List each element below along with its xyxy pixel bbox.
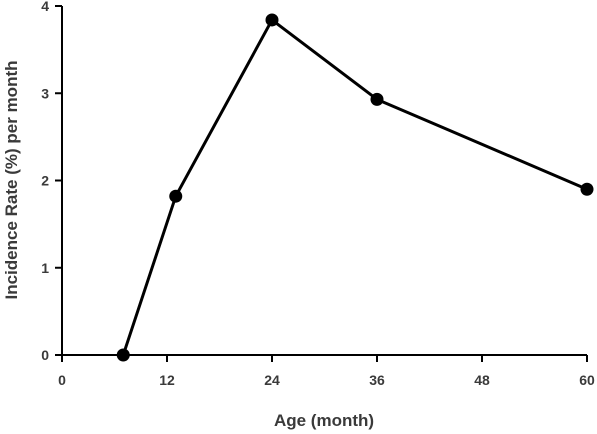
data-point (580, 182, 594, 196)
x-tick-label: 48 (474, 372, 490, 388)
data-point (370, 92, 384, 106)
y-tick-label: 2 (41, 173, 49, 189)
y-tick-label: 3 (41, 85, 49, 101)
x-tick-label: 0 (58, 372, 66, 388)
x-tick-label: 24 (264, 372, 280, 388)
x-tick-label: 60 (579, 372, 595, 388)
y-axis-title: Incidence Rate (%) per month (2, 61, 21, 300)
x-axis-title: Age (month) (274, 411, 374, 430)
x-tick-label: 12 (159, 372, 175, 388)
y-axis-ticks: 0 1 2 3 4 (41, 0, 62, 363)
data-point (265, 13, 279, 27)
x-axis: 0 12 24 36 48 60 (58, 354, 595, 388)
x-tick-label: 36 (369, 372, 385, 388)
y-tick-label: 1 (41, 260, 49, 276)
data-series (116, 13, 594, 362)
data-point (169, 189, 183, 203)
x-axis-ticks: 0 12 24 36 48 60 (58, 355, 595, 388)
data-point (116, 348, 130, 362)
y-tick-label: 0 (41, 347, 49, 363)
y-tick-label: 4 (41, 0, 49, 14)
series-line (121, 18, 588, 356)
y-axis: 0 1 2 3 4 (41, 0, 63, 363)
